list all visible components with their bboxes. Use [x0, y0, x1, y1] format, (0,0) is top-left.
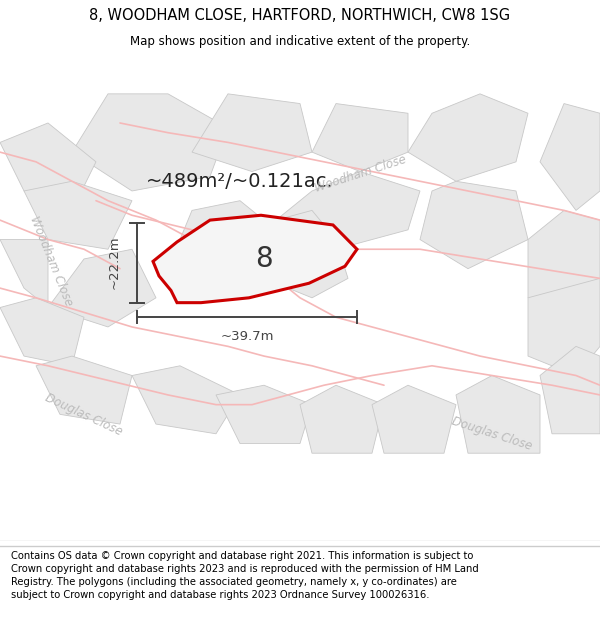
Polygon shape: [216, 385, 312, 444]
Text: Contains OS data © Crown copyright and database right 2021. This information is : Contains OS data © Crown copyright and d…: [11, 551, 479, 601]
Polygon shape: [0, 298, 84, 366]
Text: ~39.7m: ~39.7m: [220, 330, 274, 343]
Text: ~22.2m: ~22.2m: [107, 236, 121, 289]
Text: Woodham Close: Woodham Close: [27, 214, 75, 308]
Polygon shape: [0, 239, 48, 308]
Polygon shape: [192, 94, 312, 171]
Text: Douglas Close: Douglas Close: [450, 414, 534, 453]
Polygon shape: [153, 215, 357, 302]
Polygon shape: [408, 94, 528, 181]
Polygon shape: [372, 385, 456, 453]
Polygon shape: [540, 104, 600, 211]
Polygon shape: [0, 123, 96, 211]
Polygon shape: [168, 201, 276, 298]
Text: 8: 8: [255, 245, 273, 273]
Text: ~489m²/~0.121ac.: ~489m²/~0.121ac.: [146, 172, 334, 191]
Polygon shape: [312, 104, 408, 171]
Polygon shape: [132, 366, 240, 434]
Polygon shape: [36, 356, 132, 424]
Text: Woodham Close: Woodham Close: [313, 153, 407, 195]
Text: 8, WOODHAM CLOSE, HARTFORD, NORTHWICH, CW8 1SG: 8, WOODHAM CLOSE, HARTFORD, NORTHWICH, C…: [89, 8, 511, 23]
Polygon shape: [528, 211, 600, 308]
Polygon shape: [24, 181, 132, 249]
Polygon shape: [72, 94, 228, 191]
Polygon shape: [528, 278, 600, 376]
Polygon shape: [276, 171, 420, 249]
Polygon shape: [300, 385, 384, 453]
Polygon shape: [420, 181, 528, 269]
Polygon shape: [264, 211, 348, 298]
Polygon shape: [48, 249, 156, 327]
Polygon shape: [456, 376, 540, 453]
Polygon shape: [540, 346, 600, 434]
Text: Douglas Close: Douglas Close: [43, 391, 125, 438]
Text: Map shows position and indicative extent of the property.: Map shows position and indicative extent…: [130, 35, 470, 48]
